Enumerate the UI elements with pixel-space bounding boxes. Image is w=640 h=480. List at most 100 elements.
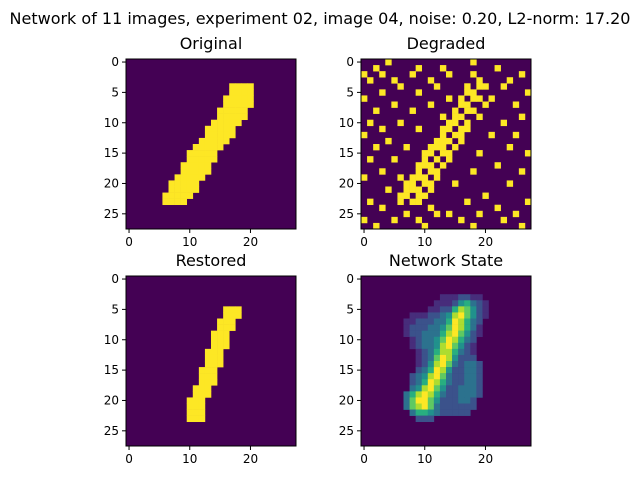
heatmap-cell	[427, 77, 435, 84]
heatmap-cell	[470, 59, 477, 66]
heatmap-cell	[439, 318, 447, 325]
x-tick-label: 20	[478, 235, 493, 249]
heatmap-cell	[403, 403, 410, 410]
heatmap-cell	[403, 397, 410, 404]
x-tick-label: 10	[182, 452, 197, 466]
heatmap-cell	[204, 385, 212, 392]
heatmap-cell	[494, 162, 501, 169]
heatmap-cell	[433, 379, 441, 386]
heatmap-cell	[217, 324, 224, 331]
heatmap-cell	[470, 391, 477, 398]
heatmap-cell	[421, 397, 429, 404]
heatmap-cell	[403, 186, 410, 193]
heatmap-cell	[421, 330, 429, 338]
heatmap-cell	[421, 192, 429, 199]
heatmap-cell	[470, 361, 477, 368]
heatmap-cell	[427, 330, 435, 338]
heatmap-cell	[409, 107, 416, 114]
heatmap-cell	[186, 192, 194, 199]
heatmap-cell	[409, 403, 416, 410]
heatmap-cell	[433, 403, 441, 410]
heatmap-cell	[204, 348, 212, 356]
heatmap-cell	[186, 156, 194, 163]
heatmap-cell	[458, 101, 465, 108]
y-tick-label: 5	[111, 85, 119, 99]
heatmap-cell	[180, 186, 188, 193]
y-tick-label: 25	[104, 207, 119, 221]
heatmap-cell	[439, 324, 447, 331]
heatmap-cell	[204, 144, 212, 151]
heatmap-cell	[217, 113, 224, 121]
heatmap-cell	[229, 318, 236, 325]
heatmap-cell	[180, 198, 188, 206]
heatmap-cell	[204, 373, 212, 380]
heatmap-cell	[452, 306, 459, 313]
heatmap-cell	[458, 367, 465, 374]
heatmap-cell	[235, 312, 242, 319]
heatmap-cell	[391, 216, 398, 224]
heatmap-cell	[192, 162, 200, 169]
heatmap-cell	[464, 336, 471, 344]
heatmap-cell	[439, 330, 447, 338]
heatmap-cell	[373, 222, 380, 230]
axes-frame	[360, 275, 532, 447]
heatmap-cell	[211, 373, 218, 380]
heatmap-cell	[464, 373, 471, 380]
heatmap-cell	[385, 59, 392, 66]
heatmap-cell	[439, 391, 447, 398]
heatmap-cell	[446, 348, 453, 356]
heatmap-cell	[229, 131, 236, 139]
heatmap-cell	[217, 144, 224, 151]
heatmap-cell	[223, 336, 230, 344]
heatmap-cell	[415, 354, 423, 362]
heatmap-cell	[439, 373, 447, 380]
heatmap-cell	[470, 294, 477, 301]
heatmap-cell	[470, 95, 477, 102]
heatmap-cell	[198, 415, 206, 423]
heatmap-cell	[458, 300, 465, 307]
heatmap-cell	[458, 324, 465, 331]
heatmap-cell	[427, 144, 435, 151]
heatmap-cell	[427, 348, 435, 356]
heatmap-cell	[223, 131, 230, 139]
heatmap-cell	[458, 379, 465, 386]
heatmap-cell	[470, 336, 477, 344]
heatmap-cell	[512, 131, 520, 139]
heatmap-cell	[439, 385, 447, 392]
heatmap-cell	[415, 373, 423, 380]
x-tick-label: 20	[243, 235, 258, 249]
heatmap-cell	[198, 373, 206, 380]
y-tick-label: 15	[104, 363, 119, 377]
x-tick-label: 20	[478, 452, 493, 466]
heatmap-cell	[476, 379, 483, 386]
heatmap-cell	[192, 415, 200, 423]
heatmap-cell	[403, 324, 410, 331]
heatmap-cell	[470, 71, 477, 78]
heatmap-cell	[439, 300, 447, 307]
heatmap-cell	[198, 397, 206, 404]
heatmap-cell	[186, 397, 194, 404]
heatmap-cell	[415, 397, 423, 404]
heatmap-cell	[427, 379, 435, 386]
heatmap-cell	[367, 198, 374, 206]
heatmap-cell	[223, 107, 230, 114]
heatmap-cell	[439, 336, 447, 344]
heatmap-cell	[452, 336, 459, 344]
heatmap-cell	[421, 162, 429, 169]
heatmap-cell	[439, 131, 447, 139]
heatmap-cell	[476, 361, 483, 368]
heatmap-cell	[452, 379, 459, 386]
heatmap-cell	[211, 137, 218, 145]
heatmap-cell	[186, 415, 194, 423]
heatmap-cell	[427, 397, 435, 404]
heatmap-cell	[415, 89, 423, 96]
heatmap-cell	[211, 379, 218, 386]
heatmap-cell	[186, 186, 194, 193]
heatmap-cell	[439, 65, 447, 72]
heatmap-cell	[524, 150, 532, 157]
heatmap-cell	[409, 186, 416, 193]
heatmap-cell	[458, 403, 465, 410]
heatmap-cell	[458, 354, 465, 362]
heatmap-cell	[180, 162, 188, 169]
heatmap-cell	[403, 330, 410, 338]
